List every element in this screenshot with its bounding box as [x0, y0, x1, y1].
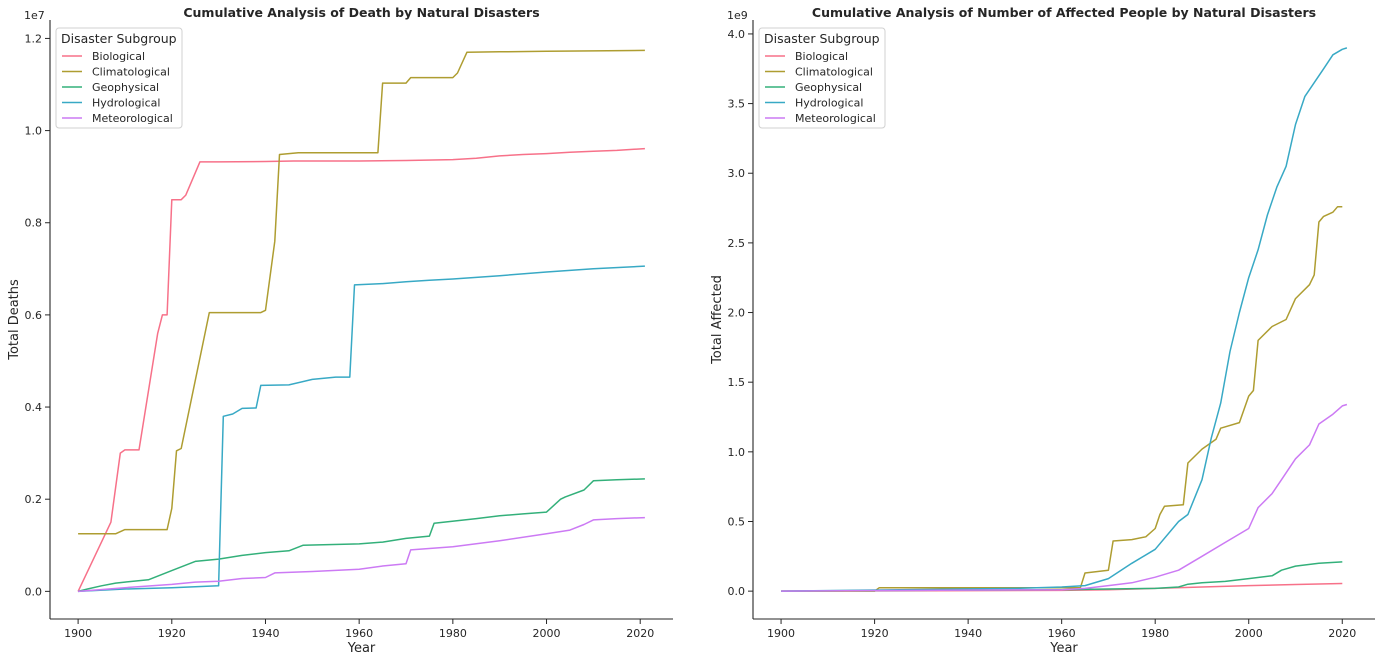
affected-series-line-hydrological — [781, 47, 1348, 592]
affected-y-tick-label: 0.0 — [728, 585, 746, 598]
affected-legend: Disaster Subgroup Biological Climatologica… — [758, 27, 886, 129]
deaths-x-axis-label: Year — [347, 641, 376, 656]
affected-y-offset-text: 1e9 — [727, 9, 748, 22]
deaths-legend: Disaster Subgroup Biological Climatologica… — [55, 27, 183, 129]
affected-y-tick-label: 3.5 — [728, 98, 746, 111]
affected-y-tick-label: 4.0 — [728, 28, 746, 41]
deaths-legend-title: Disaster Subgroup — [61, 31, 177, 46]
deaths-y-tick-label: 0.8 — [25, 217, 43, 230]
deaths-y-tick-label: 0.0 — [25, 585, 43, 598]
affected-y-axis-label: Total Affected — [710, 275, 725, 365]
deaths-legend-label-climatological: Climatological — [92, 66, 170, 79]
affected-x-tick-label: 2000 — [1235, 627, 1263, 640]
affected-x-tick-label: 1980 — [1141, 627, 1169, 640]
affected-y-tick-label: 3.0 — [728, 167, 746, 180]
deaths-series-line-hydrological — [78, 265, 645, 593]
deaths-legend-label-biological: Biological — [92, 50, 145, 63]
deaths-y-axis-label: Total Deaths — [7, 279, 22, 361]
affected-legend-title: Disaster Subgroup — [764, 31, 880, 46]
deaths-series-line-climatological — [78, 49, 645, 535]
deaths-x-tick-label: 1900 — [64, 627, 92, 640]
deaths-x-tick-label: 2000 — [533, 627, 561, 640]
affected-legend-label-hydrological: Hydrological — [795, 97, 863, 110]
deaths-series-line-meteorological — [78, 516, 645, 593]
affected-legend-label-meteorological: Meteorological — [795, 112, 876, 125]
affected-series-line-meteorological — [781, 403, 1348, 592]
deaths-x-tick-label: 1980 — [439, 627, 467, 640]
affected-chart-title: Cumulative Analysis of Number of Affecte… — [812, 5, 1316, 20]
deaths-x-tick-label: 1940 — [251, 627, 279, 640]
affected-x-tick-label: 1940 — [954, 627, 982, 640]
affected-legend-label-climatological: Climatological — [795, 66, 873, 79]
deaths-y-tick-label: 0.6 — [25, 309, 43, 322]
deaths-y-tick-label: 1.0 — [25, 125, 43, 138]
deaths-legend-label-hydrological: Hydrological — [92, 97, 160, 110]
affected-series-line-geophysical — [781, 561, 1343, 592]
affected-x-tick-label: 1920 — [861, 627, 889, 640]
deaths-legend-box — [55, 27, 183, 129]
deaths-x-tick-label: 2020 — [626, 627, 654, 640]
affected-legend-box — [758, 27, 886, 129]
deaths-x-tick-label: 1960 — [345, 627, 373, 640]
deaths-chart: 1900 1920 1940 1960 1980 2000 2020 0.0 0.2 0.4 0.6… — [7, 5, 673, 656]
affected-y-tick-label: 2.0 — [728, 307, 746, 320]
deaths-series-line-biological — [77, 147, 645, 592]
deaths-y-tick-label: 1.2 — [25, 32, 43, 45]
affected-chart: 1900 1920 1940 1960 1980 2000 2020 0.0 0.5 1.0 1.5… — [710, 5, 1375, 656]
affected-y-tick-label: 2.5 — [728, 237, 746, 250]
deaths-legend-label-geophysical: Geophysical — [92, 81, 159, 94]
affected-legend-label-geophysical: Geophysical — [795, 81, 862, 94]
deaths-y-offset-text: 1e7 — [24, 9, 45, 22]
deaths-chart-title: Cumulative Analysis of Death by Natural … — [183, 5, 539, 20]
deaths-legend-label-meteorological: Meteorological — [92, 112, 173, 125]
deaths-y-tick-label: 0.2 — [25, 493, 43, 506]
affected-legend-label-biological: Biological — [795, 50, 848, 63]
affected-x-tick-label: 2020 — [1328, 627, 1356, 640]
affected-y-tick-label: 1.5 — [728, 376, 746, 389]
affected-x-tick-label: 1960 — [1048, 627, 1076, 640]
deaths-x-tick-label: 1920 — [158, 627, 186, 640]
affected-series-line-climatological — [781, 205, 1343, 592]
affected-x-tick-label: 1900 — [767, 627, 795, 640]
affected-y-tick-label: 0.5 — [728, 515, 746, 528]
affected-x-axis-label: Year — [1049, 641, 1078, 656]
affected-y-tick-label: 1.0 — [728, 446, 746, 459]
deaths-series-line-geophysical — [77, 478, 645, 593]
deaths-y-tick-label: 0.4 — [25, 401, 43, 414]
